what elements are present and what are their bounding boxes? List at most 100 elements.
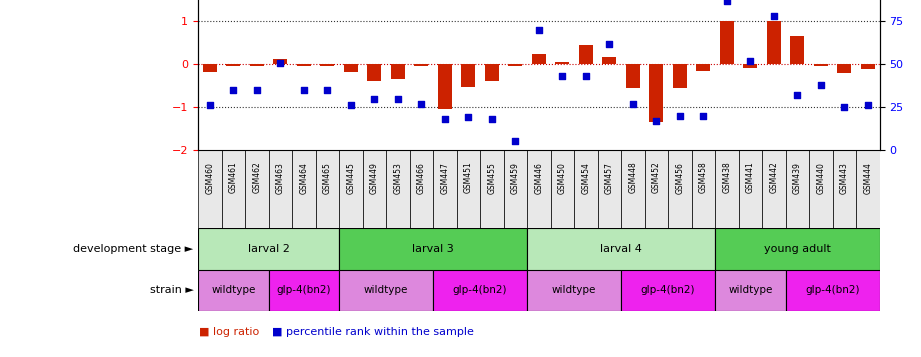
Bar [457, 150, 480, 228]
Text: glp-4(bn2): glp-4(bn2) [805, 285, 860, 295]
Text: GSM455: GSM455 [487, 162, 496, 193]
Text: larval 3: larval 3 [413, 244, 454, 254]
Point [250, 87, 264, 93]
Bar [767, 21, 781, 64]
Point [813, 82, 828, 88]
Text: GSM443: GSM443 [840, 162, 849, 193]
Text: development stage ►: development stage ► [74, 244, 193, 254]
Text: GSM446: GSM446 [534, 162, 543, 193]
Bar [578, 45, 593, 64]
Bar [433, 270, 527, 311]
Bar [672, 64, 687, 88]
Text: glp-4(bn2): glp-4(bn2) [276, 285, 331, 295]
Text: GSM452: GSM452 [652, 162, 660, 193]
Bar [527, 270, 621, 311]
Point [273, 60, 287, 65]
Bar [386, 150, 410, 228]
Text: GSM465: GSM465 [322, 162, 332, 193]
Text: GSM454: GSM454 [581, 162, 590, 193]
Bar [574, 150, 598, 228]
Bar [339, 150, 363, 228]
Bar [621, 150, 645, 228]
Text: GSM441: GSM441 [746, 162, 755, 193]
Bar [339, 270, 433, 311]
Text: GSM440: GSM440 [816, 162, 825, 193]
Point [414, 101, 428, 106]
Bar [508, 64, 522, 66]
Bar [321, 64, 334, 66]
Text: GSM463: GSM463 [275, 162, 285, 193]
Bar [598, 150, 621, 228]
Bar [668, 150, 692, 228]
Bar [198, 270, 269, 311]
Bar [743, 64, 757, 68]
Text: GSM461: GSM461 [228, 162, 238, 193]
Text: GSM438: GSM438 [722, 162, 731, 193]
Bar [739, 150, 762, 228]
Bar [762, 150, 786, 228]
Bar [297, 64, 310, 66]
Bar [837, 64, 851, 73]
Bar [222, 150, 245, 228]
Bar [316, 150, 339, 228]
Point [367, 96, 381, 101]
Bar [531, 54, 546, 64]
Bar [269, 270, 339, 311]
Bar [602, 56, 616, 64]
Text: glp-4(bn2): glp-4(bn2) [453, 285, 507, 295]
Text: GSM464: GSM464 [299, 162, 309, 193]
Text: GSM450: GSM450 [558, 162, 566, 193]
Bar [814, 64, 828, 66]
Text: GSM466: GSM466 [417, 162, 426, 193]
Bar [410, 150, 433, 228]
Bar [861, 64, 875, 69]
Text: GSM457: GSM457 [605, 162, 613, 193]
Bar [715, 150, 739, 228]
Point [437, 116, 452, 122]
Point [860, 102, 875, 108]
Text: glp-4(bn2): glp-4(bn2) [641, 285, 695, 295]
Point [555, 74, 570, 79]
Bar [363, 150, 386, 228]
Bar [391, 64, 405, 79]
Bar [437, 64, 452, 109]
Point [531, 27, 546, 33]
Point [696, 113, 711, 119]
Point [743, 58, 758, 64]
Bar [790, 36, 804, 64]
Bar [292, 150, 316, 228]
Text: GSM458: GSM458 [699, 162, 708, 193]
Bar [198, 228, 339, 270]
Text: GSM460: GSM460 [205, 162, 215, 193]
Point [719, 0, 734, 4]
Text: wildtype: wildtype [211, 285, 255, 295]
Text: wildtype: wildtype [729, 285, 773, 295]
Text: GSM459: GSM459 [511, 162, 519, 193]
Bar [856, 150, 880, 228]
Text: GSM451: GSM451 [464, 162, 472, 193]
Text: GSM449: GSM449 [369, 162, 379, 193]
Bar [786, 150, 809, 228]
Bar [625, 64, 640, 88]
Text: GSM462: GSM462 [252, 162, 262, 193]
Text: GSM453: GSM453 [393, 162, 402, 193]
Bar [692, 150, 715, 228]
Text: GSM444: GSM444 [863, 162, 872, 193]
Point [203, 102, 217, 108]
Bar [696, 64, 710, 71]
Bar [527, 228, 715, 270]
Point [320, 87, 334, 93]
Bar [269, 150, 292, 228]
Text: GSM442: GSM442 [769, 162, 778, 193]
Bar [715, 270, 786, 311]
Text: strain ►: strain ► [149, 285, 193, 295]
Point [649, 118, 664, 124]
Point [766, 14, 781, 19]
Bar [645, 150, 668, 228]
Bar [245, 150, 269, 228]
Bar [227, 64, 240, 66]
Point [460, 115, 475, 120]
Bar [649, 64, 663, 122]
Text: larval 2: larval 2 [248, 244, 289, 254]
Bar [527, 150, 551, 228]
